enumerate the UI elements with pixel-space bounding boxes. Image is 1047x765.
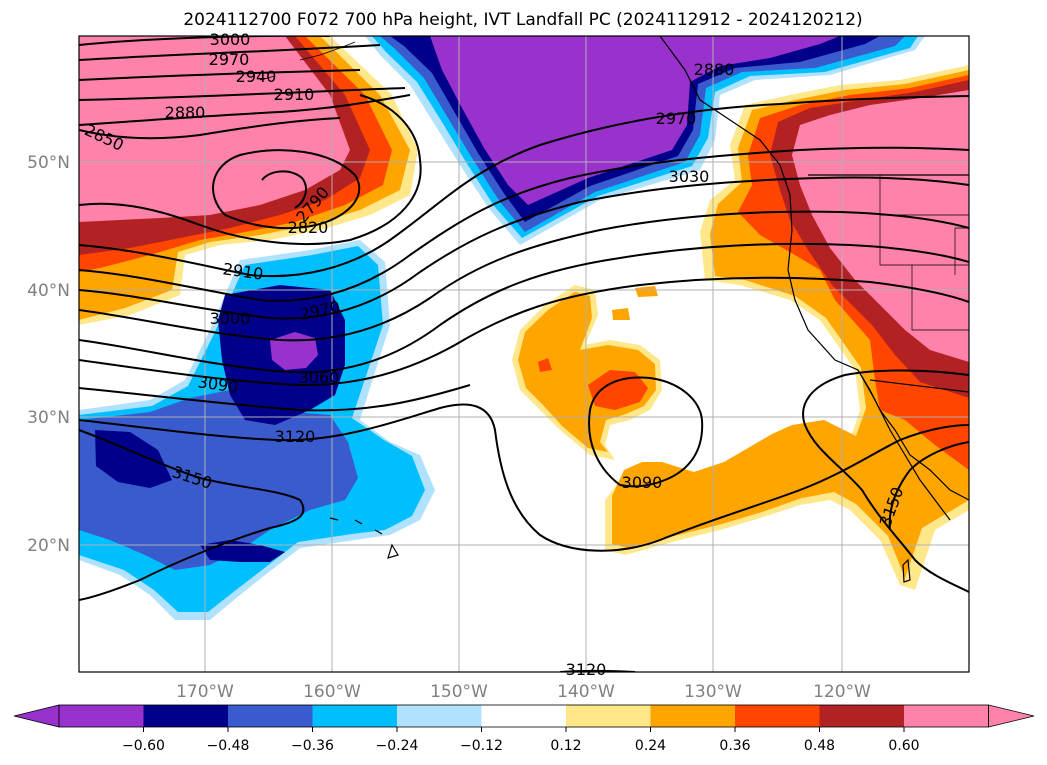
contour-labels: 3000 2970 2940 2910 2880 2850 2790 2820 … — [82, 30, 908, 679]
contour-label: 3030 — [669, 167, 710, 186]
lon-label: 170°W — [176, 682, 234, 702]
contour-label: 3060 — [299, 368, 340, 387]
state-borders — [879, 175, 969, 331]
colorbar: −0.60 −0.48 −0.36 −0.24 −0.12 0.12 0.24 … — [13, 704, 1035, 754]
lat-label: 30°N — [27, 408, 70, 428]
map-title: 2024112700 F072 700 hPa height, IVT Land… — [183, 10, 862, 30]
colorbar-tick-label: 0.60 — [888, 738, 919, 754]
contour-label: 3120 — [566, 660, 607, 679]
colorbar-tick-label: 0.48 — [804, 738, 835, 754]
colorbar-tick-label: 0.24 — [635, 738, 666, 754]
border-us-mexico — [869, 379, 969, 393]
lat-label: 20°N — [27, 536, 70, 556]
contour-3060 — [79, 276, 969, 387]
contour-label: 3000 — [210, 309, 251, 328]
colorbar-extend-low — [13, 704, 60, 728]
coastline-baja — [857, 369, 951, 521]
colorbar-swatch — [481, 705, 566, 727]
colorbar-tick-label: 0.36 — [719, 738, 750, 754]
contour-3090-east — [802, 369, 969, 593]
colorbar-tick-label: −0.36 — [291, 738, 334, 754]
contour-label: 2880 — [694, 60, 735, 79]
contour-2850 — [79, 117, 341, 140]
lon-axis-labels: 170°W 160°W 150°W 140°W 130°W 120°W — [176, 682, 871, 702]
ivt-negative-c-medblue — [79, 390, 358, 570]
ivt-positive-coast-pink — [792, 90, 969, 362]
map-panel: 3000 2970 2940 2910 2880 2850 2790 2820 … — [78, 30, 970, 679]
colorbar-tick-label: −0.12 — [460, 738, 503, 754]
contour-label: 2880 — [165, 103, 206, 122]
colorbar-tick-label: 0.12 — [550, 738, 581, 754]
colorbar-swatch — [397, 705, 482, 727]
contour-2970 — [79, 44, 381, 61]
contour-2820-loop — [212, 149, 361, 230]
contour-2910-top — [79, 87, 406, 101]
islands-hawaii — [329, 517, 399, 559]
contour-label: 2820 — [288, 218, 329, 237]
contour-3150-west — [79, 429, 305, 601]
ivt-negative-c-purple — [270, 332, 318, 370]
contour-label: 3090 — [622, 473, 663, 492]
colorbar-frame — [58, 704, 989, 728]
lon-label: 120°W — [813, 682, 871, 702]
contour-label: 2910 — [274, 85, 315, 104]
contour-3030-mid — [79, 242, 969, 374]
contour-2790-loop — [261, 170, 307, 209]
contour-2940-mid — [79, 146, 969, 302]
colorbar-swatch — [143, 705, 228, 727]
contour-3000-top — [79, 36, 330, 46]
contour-3090-west — [79, 384, 471, 412]
colorbar-tick-labels: −0.60 −0.48 −0.36 −0.24 −0.12 0.12 0.24 … — [122, 738, 920, 754]
contour-3120 — [79, 403, 969, 552]
lat-label: 50°N — [27, 153, 70, 173]
lat-label: 40°N — [27, 281, 70, 301]
contour-label: 3000 — [210, 30, 251, 49]
contour-2940 — [79, 69, 361, 81]
islands-aleutian — [259, 41, 356, 81]
colorbar-swatch — [228, 705, 313, 727]
lon-label: 160°W — [303, 682, 361, 702]
colorbar-swatch — [566, 705, 651, 727]
islands-guadalupe — [902, 558, 911, 583]
contour-2910-mid — [79, 95, 969, 278]
lon-label: 130°W — [684, 682, 742, 702]
colorbar-swatch — [819, 705, 904, 727]
ivt-positive-subtrop-red — [588, 370, 648, 410]
colorbar-swatch — [312, 705, 397, 727]
colorbar-swatch — [904, 705, 989, 727]
colorbar-swatch — [735, 705, 820, 727]
colorbar-tick-label: −0.24 — [376, 738, 419, 754]
colorbar-ticks — [143, 727, 905, 732]
height-contours — [79, 36, 969, 672]
coastline-north-america — [659, 36, 969, 501]
contour-2970-mid — [79, 176, 969, 320]
contour-3090-loop — [588, 376, 704, 488]
contour-outer-loop — [79, 94, 422, 245]
colorbar-tick-label: −0.60 — [122, 738, 165, 754]
ivt-positive-subtrop-orange — [518, 292, 656, 452]
lon-label: 150°W — [430, 682, 488, 702]
colorbar-extend-high — [988, 704, 1035, 728]
contour-3150-east — [888, 441, 969, 531]
lon-label: 140°W — [557, 682, 615, 702]
lat-axis-labels: 50°N 40°N 30°N 20°N — [27, 153, 70, 556]
colorbar-tick-label: −0.48 — [207, 738, 250, 754]
contour-label: 3120 — [275, 427, 316, 446]
contour-label: 2970 — [656, 109, 697, 128]
coastlines — [259, 36, 969, 583]
contour-label: 2970 — [209, 50, 250, 69]
ivt-positive-dot-2 — [612, 308, 630, 320]
contour-3000-mid — [79, 210, 969, 342]
map-frame — [78, 35, 970, 673]
colorbar-swatch — [650, 705, 735, 727]
ivt-positive-nw-pink — [79, 36, 350, 222]
ivt-positive-dot-1 — [635, 286, 658, 297]
contour-label: 2940 — [236, 67, 277, 86]
ivt-positive-subtrop-red-small — [538, 358, 552, 372]
colorbar-swatch — [59, 705, 144, 727]
